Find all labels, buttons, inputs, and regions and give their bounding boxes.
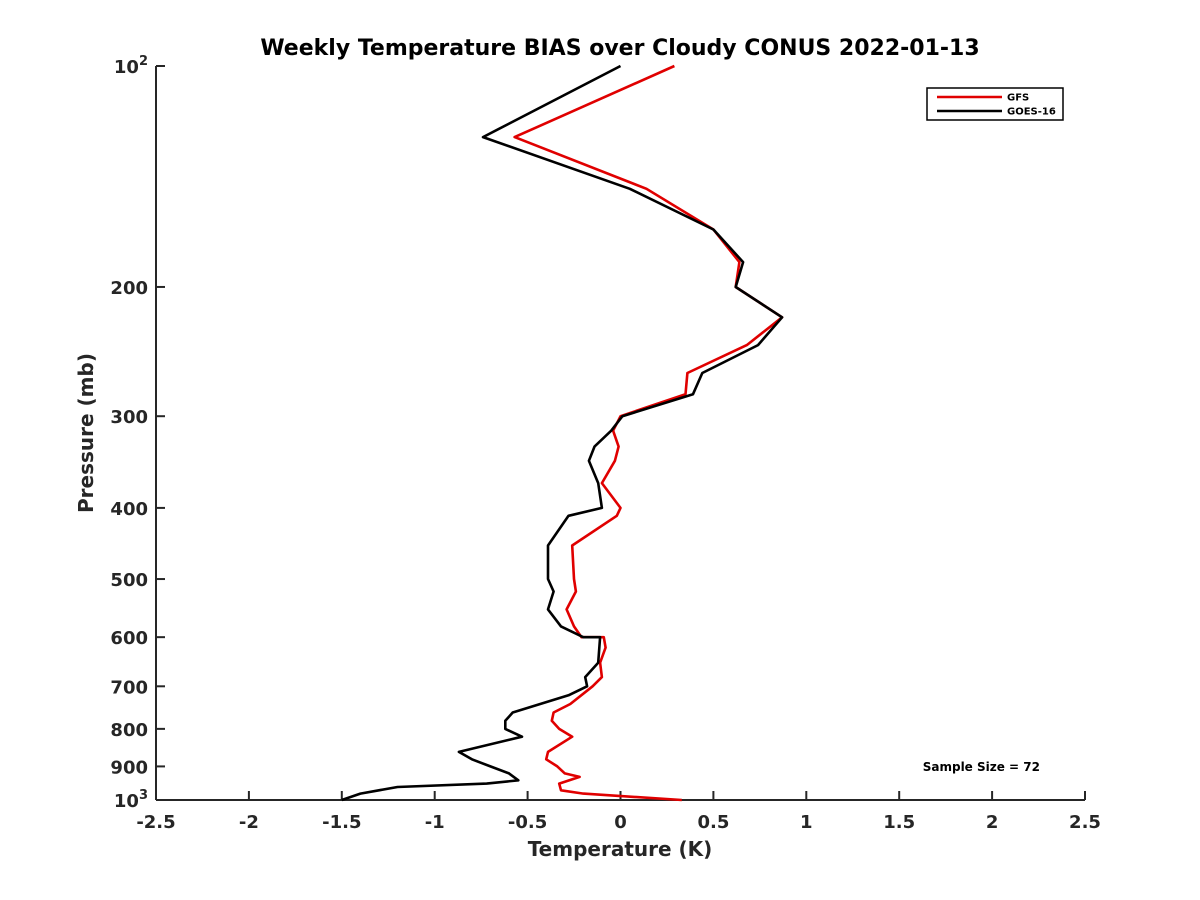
- x-tick-label: -0.5: [508, 812, 547, 833]
- x-tick-label: -2.5: [136, 812, 175, 833]
- chart-title: Weekly Temperature BIAS over Cloudy CONU…: [260, 36, 979, 61]
- x-tick-label: -1.5: [322, 812, 361, 833]
- series-line-gfs: [513, 64, 784, 802]
- x-tick-label: 2: [986, 812, 999, 833]
- y-tick-label: 600: [110, 628, 148, 649]
- y-tick-label: 400: [110, 499, 148, 520]
- y-tick-label: 900: [110, 757, 148, 778]
- x-tick-label: -2: [239, 812, 259, 833]
- y-tick-label: 500: [110, 570, 148, 591]
- y-tick-label: 800: [110, 720, 148, 741]
- x-tick-label: 1: [800, 812, 813, 833]
- series-line-goes-16: [341, 64, 784, 802]
- y-axis-label: Pressure (mb): [74, 353, 98, 513]
- plot-area: -2.5 -2 -1.5 -1 -0.5 0 0.5 1 1.5 2 2.5 102 200 300 400…: [110, 54, 1101, 833]
- x-axis-label: Temperature (K): [528, 837, 713, 861]
- y-tick-label: 300: [110, 407, 148, 428]
- x-tick-label: 2.5: [1069, 812, 1101, 833]
- legend-label: GFS: [1007, 93, 1029, 104]
- sample-size-annotation: Sample Size = 72: [923, 760, 1040, 774]
- y-tick-label: 102: [114, 54, 148, 78]
- x-tick-label: 0: [614, 812, 627, 833]
- y-tick-label: 200: [110, 278, 148, 299]
- legend: GFS GOES-16: [926, 87, 1064, 121]
- x-tick-label: 1.5: [883, 812, 915, 833]
- x-tick-label: -1: [425, 812, 445, 833]
- y-tick-label: 700: [110, 677, 148, 698]
- x-tick-label: 0.5: [697, 812, 729, 833]
- legend-label: GOES-16: [1007, 107, 1056, 118]
- legend-box: [926, 87, 1064, 121]
- y-tick-label: 103: [114, 788, 148, 812]
